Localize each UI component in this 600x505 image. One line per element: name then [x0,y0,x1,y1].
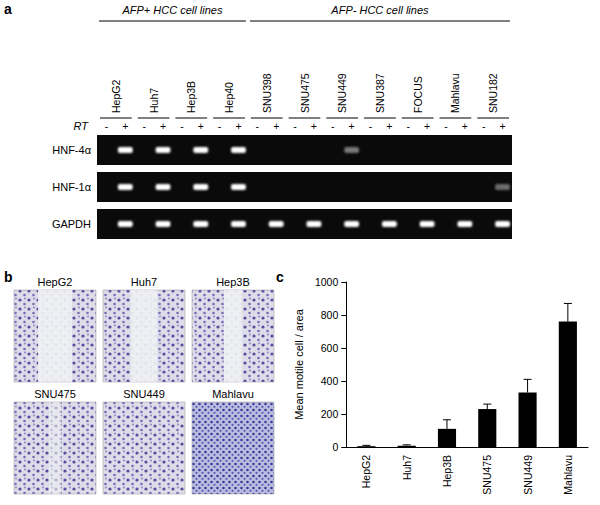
svg-text:+: + [386,120,392,132]
svg-text:-: - [331,120,335,132]
svg-text:HepG2: HepG2 [38,276,73,288]
svg-text:Hep3B: Hep3B [216,276,250,288]
svg-text:1000: 1000 [315,276,339,288]
svg-text:+: + [499,120,505,132]
svg-text:+: + [273,120,279,132]
svg-text:AFP+ HCC cell lines: AFP+ HCC cell lines [121,4,222,16]
svg-text:SNU398: SNU398 [261,73,273,113]
svg-text:200: 200 [321,408,339,420]
svg-text:400: 400 [321,375,339,387]
svg-text:Huh7: Huh7 [401,455,413,480]
svg-text:GAPDH: GAPDH [52,218,91,230]
svg-text:-: - [180,120,184,132]
svg-text:Hep3B: Hep3B [185,81,197,113]
svg-text:-: - [218,120,222,132]
svg-text:+: + [235,120,241,132]
svg-text:c: c [276,269,284,285]
svg-text:-: - [142,120,146,132]
svg-text:Mahlavu: Mahlavu [449,73,461,113]
svg-text:+: + [122,120,128,132]
svg-text:FOCUS: FOCUS [412,76,424,113]
svg-text:HepG2: HepG2 [360,455,372,488]
svg-text:SNU449: SNU449 [123,388,165,400]
svg-text:AFP- HCC cell lines: AFP- HCC cell lines [330,4,429,16]
svg-text:+: + [462,120,468,132]
svg-text:b: b [4,269,13,285]
svg-text:HNF-4α: HNF-4α [52,144,91,156]
svg-text:SNU475: SNU475 [481,455,493,495]
svg-text:Mahlavu: Mahlavu [562,455,574,495]
svg-text:Mahlavu: Mahlavu [212,388,254,400]
svg-text:HepG2: HepG2 [110,80,122,113]
svg-text:Mean motile cell / area: Mean motile cell / area [293,308,305,420]
svg-text:SNU449: SNU449 [336,73,348,113]
svg-text:SNU475: SNU475 [34,388,76,400]
svg-text:+: + [198,120,204,132]
svg-text:-: - [444,120,448,132]
svg-text:+: + [160,120,166,132]
svg-text:SNU182: SNU182 [487,73,499,113]
svg-text:SNU387: SNU387 [374,73,386,113]
svg-text:-: - [369,120,373,132]
svg-text:+: + [424,120,430,132]
svg-text:-: - [293,120,297,132]
svg-text:600: 600 [321,342,339,354]
svg-text:-: - [105,120,109,132]
svg-text:HNF-1α: HNF-1α [52,181,91,193]
svg-text:SNU449: SNU449 [522,455,534,495]
svg-text:Hep3B: Hep3B [441,455,453,487]
svg-text:+: + [349,120,355,132]
svg-text:-: - [407,120,411,132]
svg-text:Huh7: Huh7 [131,276,157,288]
svg-text:a: a [4,1,12,17]
svg-text:+: + [311,120,317,132]
svg-text:Huh7: Huh7 [148,88,160,113]
svg-text:-: - [256,120,260,132]
svg-text:RT: RT [74,120,90,132]
svg-text:SNU475: SNU475 [299,73,311,113]
svg-text:-: - [482,120,486,132]
svg-text:800: 800 [321,309,339,321]
svg-text:Hep40: Hep40 [223,82,235,113]
svg-text:0: 0 [332,441,338,453]
